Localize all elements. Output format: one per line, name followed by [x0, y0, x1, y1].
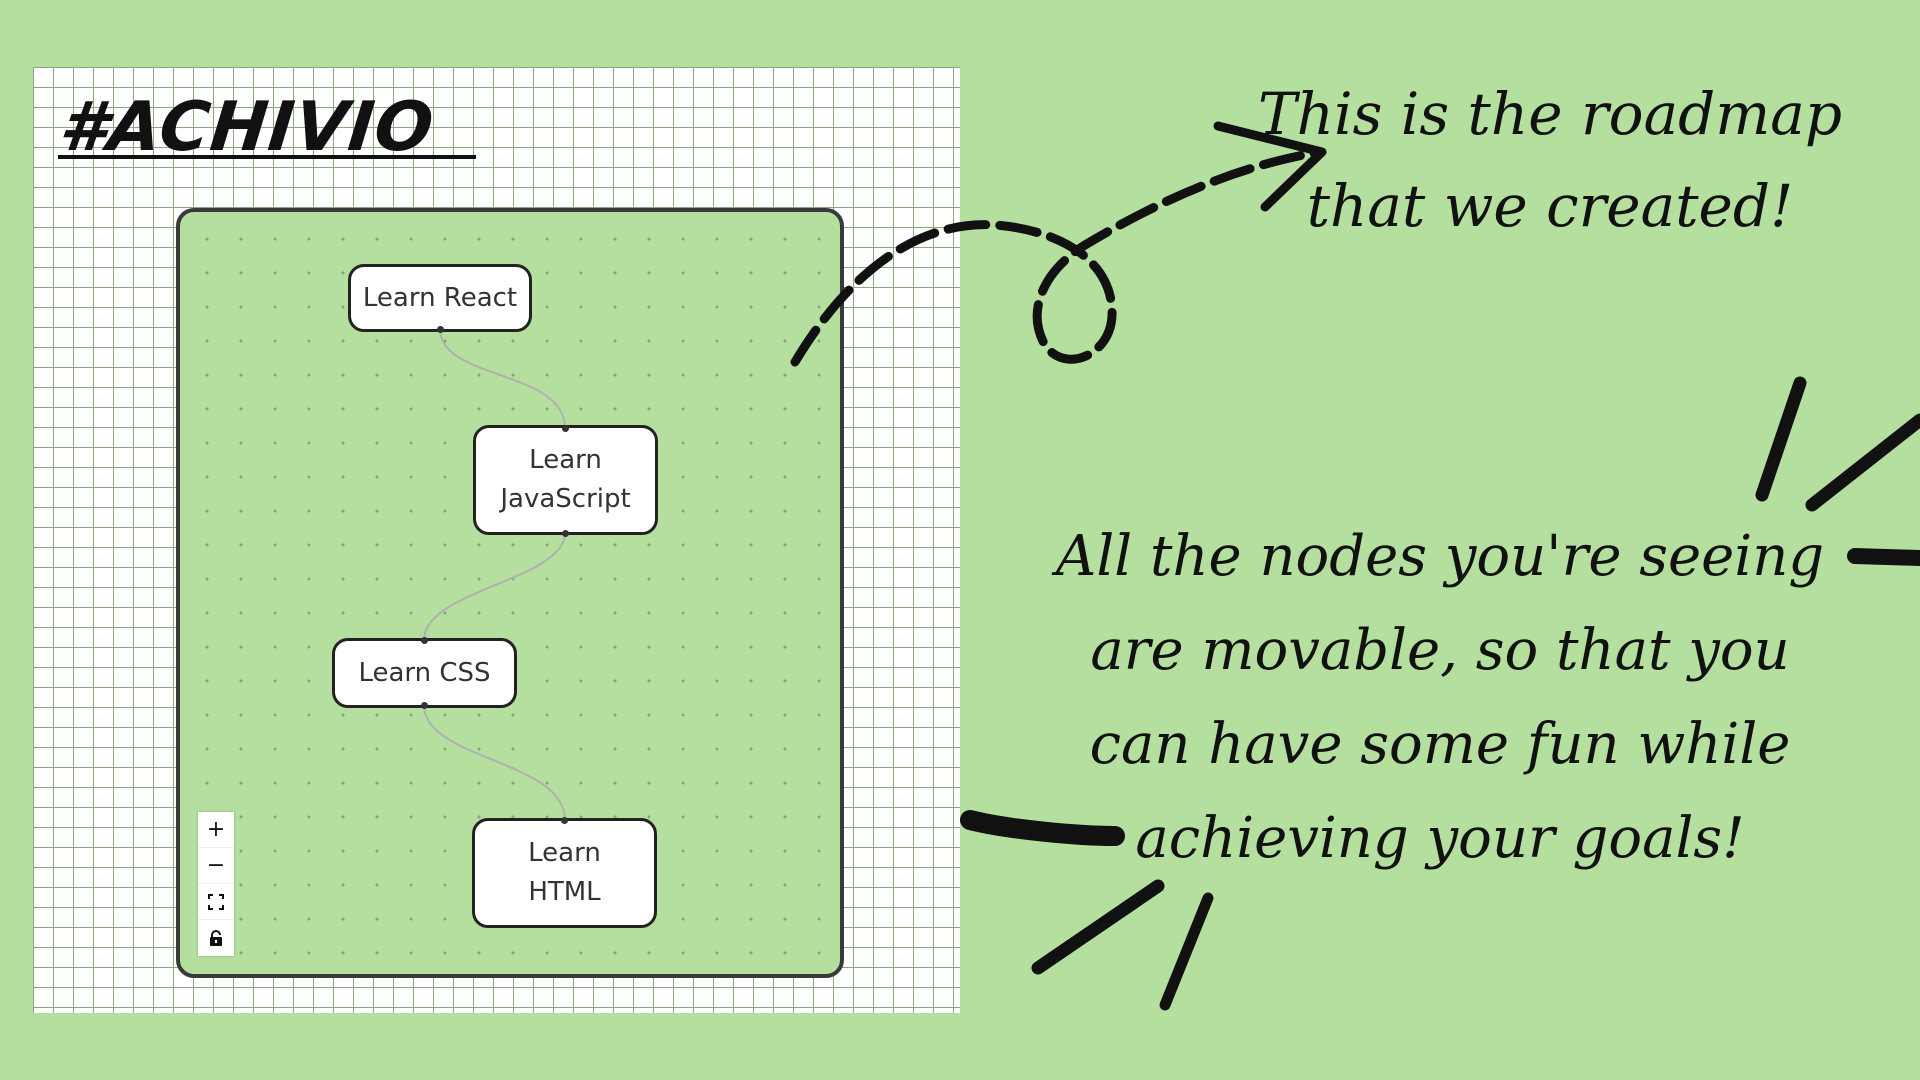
brand-underline [58, 155, 476, 159]
zoom-in-button[interactable]: + [198, 812, 234, 848]
node-learn-html[interactable]: Learn HTML [472, 818, 657, 928]
roadmap-note: This is the roadmap that we created! [1257, 80, 1843, 240]
node-handle-top[interactable] [562, 425, 569, 432]
flow-controls: + − [198, 812, 234, 956]
edge-javascript-css [423, 532, 566, 641]
plus-icon: + [206, 817, 226, 842]
node-learn-javascript[interactable]: Learn JavaScript [473, 425, 658, 535]
node-handle-bottom[interactable] [437, 326, 444, 333]
doodle-stroke [1031, 879, 1165, 975]
node-label: Learn HTML [528, 838, 601, 907]
node-handle-bottom[interactable] [421, 702, 428, 709]
nodes-movable-note: All the nodes you're seeing are movable,… [1055, 524, 1825, 871]
node-handle-top[interactable] [561, 817, 568, 824]
node-learn-css[interactable]: Learn CSS [332, 638, 517, 708]
zoom-out-button[interactable]: − [198, 848, 234, 884]
node-learn-react[interactable]: Learn React [348, 264, 532, 332]
minus-icon: − [206, 853, 226, 878]
node-handle-top[interactable] [421, 637, 428, 644]
doodle-stroke [1159, 892, 1214, 1011]
node-label: Learn React [362, 282, 518, 313]
loop-arrow [790, 147, 1325, 367]
doodle-stroke [1755, 376, 1807, 502]
edge-css-html [423, 704, 566, 821]
edge-react-javascript [439, 328, 566, 429]
doodle-stroke [1847, 548, 1920, 566]
node-label: Learn CSS [358, 657, 491, 688]
doodle-stroke [1805, 413, 1920, 512]
fit-view-icon [208, 893, 224, 910]
doodle-stroke [960, 810, 1125, 846]
arrow-head [1213, 121, 1327, 212]
fit-view-button[interactable] [198, 884, 234, 920]
lock-toggle-button[interactable] [198, 920, 234, 956]
node-handle-bottom[interactable] [562, 530, 569, 537]
lock-icon [210, 930, 222, 946]
node-label: Learn JavaScript [500, 445, 631, 514]
